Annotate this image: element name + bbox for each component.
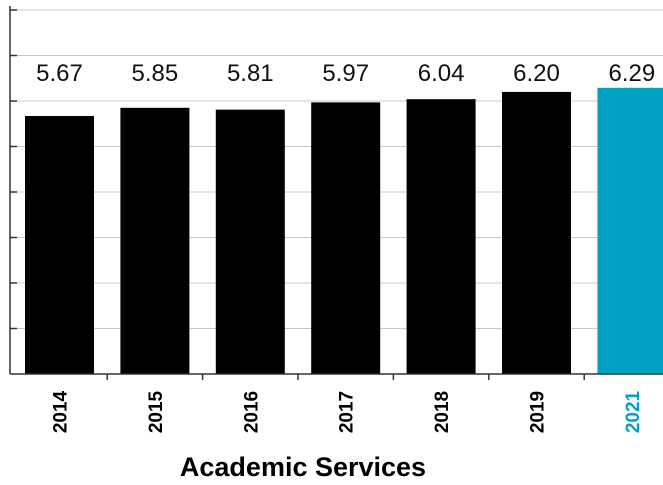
x-tick-label-2016: 2016 xyxy=(241,391,262,433)
bar-2016 xyxy=(215,109,285,375)
chart-title: Academic Services xyxy=(180,452,426,482)
value-labels: 5.67 5.85 5.81 5.97 6.04 6.20 6.29 xyxy=(36,60,655,87)
bar-2017 xyxy=(311,102,381,375)
x-tick-label-2015: 2015 xyxy=(146,390,167,433)
x-tick-label-2018: 2018 xyxy=(432,391,453,433)
bar-2014 xyxy=(25,116,94,374)
bar-2021 xyxy=(597,87,663,375)
value-label-2016: 5.81 xyxy=(227,60,274,87)
axes xyxy=(9,6,663,380)
x-tick-label-2019: 2019 xyxy=(528,391,549,433)
x-tick-label-2017: 2017 xyxy=(337,391,358,433)
x-tick-labels: 2014 2015 2016 2017 2018 2019 2021 xyxy=(51,390,644,433)
bars xyxy=(25,87,663,375)
bar-2018 xyxy=(406,99,476,375)
value-label-2014: 5.67 xyxy=(36,60,83,87)
value-label-2018: 6.04 xyxy=(418,60,465,87)
value-label-2015: 5.85 xyxy=(132,60,179,87)
x-tick-label-2014: 2014 xyxy=(51,390,72,433)
value-label-2017: 5.97 xyxy=(322,60,369,87)
value-label-2021: 6.29 xyxy=(609,60,656,87)
x-tick-label-2021: 2021 xyxy=(623,390,644,433)
bar-2019 xyxy=(502,91,571,375)
value-label-2019: 6.20 xyxy=(513,60,560,87)
bar-2015 xyxy=(120,107,190,374)
